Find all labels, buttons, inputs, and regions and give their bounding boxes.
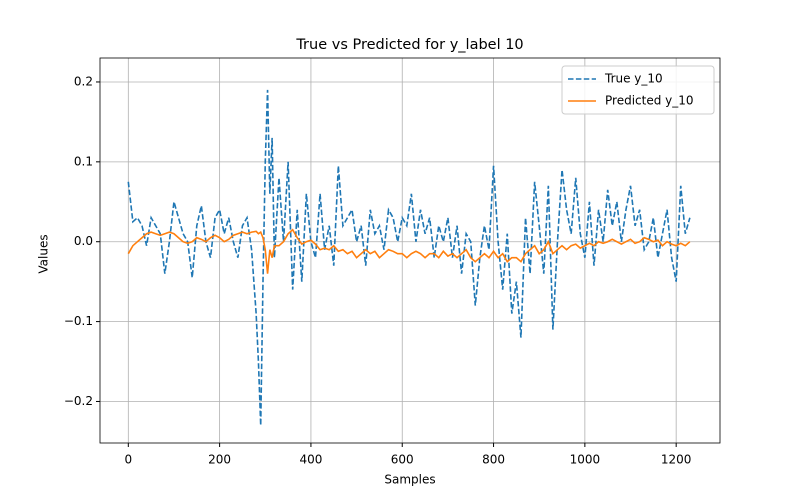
legend-label: Predicted y_10 bbox=[605, 94, 694, 108]
y-axis-label: Values bbox=[37, 234, 51, 273]
y-tick-label: −0.1 bbox=[64, 314, 93, 328]
data-line bbox=[127, 228, 691, 274]
legend-box bbox=[561, 65, 715, 115]
y-tick-label: −0.2 bbox=[64, 394, 93, 408]
x-tick-label: 400 bbox=[299, 453, 322, 467]
x-tick-label: 1000 bbox=[570, 453, 601, 467]
x-tick-label: 800 bbox=[482, 453, 505, 467]
y-tick-label: 0.0 bbox=[74, 234, 93, 248]
legend: True y_10 Predicted y_10 bbox=[561, 65, 715, 115]
x-tick-label: 200 bbox=[208, 453, 231, 467]
y-tick-label: 0.2 bbox=[74, 74, 93, 88]
x-tick-label: 1200 bbox=[661, 453, 692, 467]
x-tick-label: 0 bbox=[124, 453, 132, 467]
chart-title: True vs Predicted for y_label 10 bbox=[295, 37, 523, 53]
x-tick-label: 600 bbox=[391, 453, 414, 467]
y-tick-label: 0.1 bbox=[74, 154, 93, 168]
data-line bbox=[127, 89, 691, 426]
legend-label: True y_10 bbox=[604, 72, 663, 86]
x-axis-label: Samples bbox=[384, 473, 435, 487]
plot-frame bbox=[99, 57, 721, 444]
